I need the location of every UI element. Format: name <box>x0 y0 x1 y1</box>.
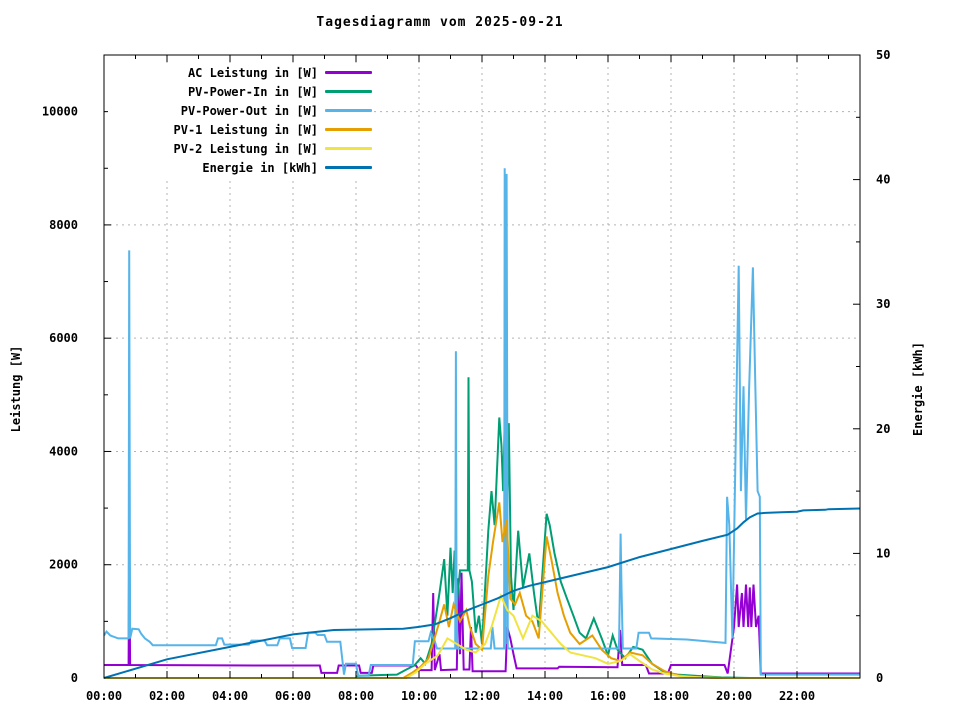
x-tick-label: 16:00 <box>590 689 626 703</box>
x-tick-label: 22:00 <box>779 689 815 703</box>
legend-line-sample-pv-power-out <box>325 109 372 112</box>
series-line-pv1-leistung <box>104 502 860 679</box>
x-tick-label: 00:00 <box>86 689 122 703</box>
legend-label-energie: Energie in [kWh] <box>202 160 318 175</box>
y-left-tick-label: 10000 <box>42 105 78 119</box>
y-right-tick-label: 30 <box>876 297 890 311</box>
x-tick-label: 04:00 <box>212 689 248 703</box>
y-left-tick-label: 8000 <box>49 218 78 232</box>
y-left-axis-label: Leistung [W] <box>9 345 23 433</box>
legend-label-pv-power-out: PV-Power-Out in [W] <box>180 103 318 118</box>
x-tick-label: 10:00 <box>401 689 437 703</box>
series-line-energie <box>103 507 861 679</box>
x-tick-label: 12:00 <box>464 689 500 703</box>
series-line-pv2-leistung <box>104 593 860 679</box>
y-right-tick-label: 40 <box>876 173 890 187</box>
series-line-pv-power-out <box>103 168 860 677</box>
x-tick-label: 18:00 <box>653 689 689 703</box>
x-tick-label: 06:00 <box>275 689 311 703</box>
x-tick-label: 08:00 <box>338 689 374 703</box>
legend-label-pv-power-in: PV-Power-In in [W] <box>187 84 318 99</box>
y-right-tick-label: 50 <box>876 48 890 62</box>
x-tick-label: 20:00 <box>716 689 752 703</box>
legend-row-ac-leistung: AC Leistung in [W] <box>108 63 372 82</box>
legend-row-pv-power-in: PV-Power-In in [W] <box>108 82 372 101</box>
x-tick-label: 14:00 <box>527 689 563 703</box>
legend-row-pv-power-out: PV-Power-Out in [W] <box>108 101 372 120</box>
y-left-tick-label: 6000 <box>49 331 78 345</box>
x-tick-label: 02:00 <box>149 689 185 703</box>
y-right-tick-label: 0 <box>876 671 883 685</box>
legend-row-pv1-leistung: PV-1 Leistung in [W] <box>108 120 372 139</box>
y-right-axis-label: Energie [kWh] <box>911 342 925 436</box>
legend-line-sample-pv2-leistung <box>325 147 372 150</box>
series-line-ac-leistung <box>104 540 860 675</box>
legend-line-sample-energie <box>325 166 372 169</box>
legend-line-sample-pv1-leistung <box>325 128 372 131</box>
y-left-tick-label: 2000 <box>49 558 78 572</box>
y-left-tick-label: 0 <box>71 671 78 685</box>
legend-row-pv2-leistung: PV-2 Leistung in [W] <box>108 139 372 158</box>
legend-label-ac-leistung: AC Leistung in [W] <box>187 65 318 80</box>
chart-title: Tagesdiagramm vom 2025-09-21 <box>316 15 564 30</box>
legend-line-sample-pv-power-in <box>325 90 372 93</box>
legend: AC Leistung in [W] PV-Power-In in [W] PV-P… <box>108 63 372 177</box>
y-right-tick-label: 20 <box>876 422 890 436</box>
y-left-tick-label: 4000 <box>49 444 78 458</box>
legend-line-sample-ac-leistung <box>325 71 372 74</box>
legend-label-pv1-leistung: PV-1 Leistung in [W] <box>173 122 319 137</box>
y-right-tick-label: 10 <box>876 546 890 560</box>
legend-row-energie: Energie in [kWh] <box>108 158 372 177</box>
legend-label-pv2-leistung: PV-2 Leistung in [W] <box>173 141 319 156</box>
